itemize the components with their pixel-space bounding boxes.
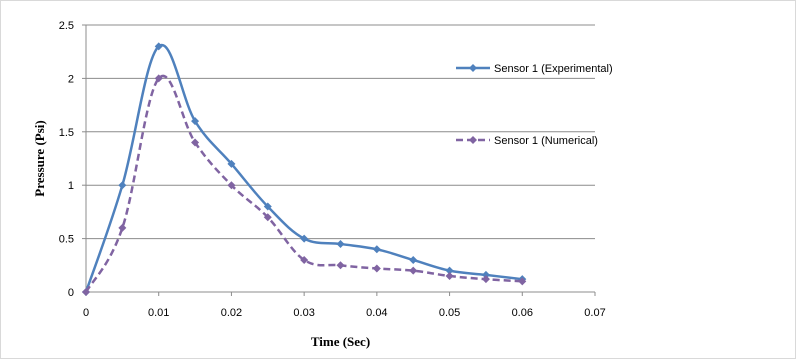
- data-point-marker: [263, 202, 272, 211]
- x-tick-label: 0.05: [439, 307, 460, 319]
- y-tick-label: 2: [68, 73, 74, 85]
- legend: Sensor 1 (Experimental) Sensor 1 (Numeric…: [456, 63, 613, 147]
- y-tick-label: 2.5: [59, 20, 74, 32]
- data-point-marker: [263, 213, 272, 222]
- series-layer: [82, 42, 527, 296]
- series-line: [84, 43, 523, 293]
- data-point-marker: [409, 266, 418, 275]
- data-point-marker: [300, 234, 309, 243]
- data-point-marker: [372, 245, 381, 254]
- data-point-marker: [445, 271, 454, 280]
- data-point-marker: [227, 159, 236, 168]
- x-tick-label: 0.03: [293, 307, 314, 319]
- gridlines: [86, 24, 595, 240]
- x-tick-label: 0.06: [512, 307, 533, 319]
- data-point-marker: [300, 255, 309, 264]
- data-point-marker: [191, 117, 200, 126]
- data-point-marker: [445, 266, 454, 275]
- data-point-marker: [336, 261, 345, 270]
- data-point-marker: [227, 181, 236, 190]
- data-point-marker: [372, 264, 381, 273]
- data-point-marker: [336, 239, 345, 248]
- series-2: [82, 74, 527, 296]
- data-point-marker: [409, 255, 418, 264]
- x-axis-title: Time (Sec): [311, 334, 370, 349]
- y-tick-labels: 0 0.5 1 1.5 2 2.5: [59, 20, 74, 299]
- x-tick-labels: 0 0.01 0.02 0.03 0.04 0.05 0.06 0.07: [83, 307, 606, 319]
- legend-label: Sensor 1 (Numerical): [494, 135, 598, 147]
- x-tick-label: 0.02: [221, 307, 242, 319]
- y-tick-label: 1.5: [59, 127, 74, 139]
- data-point-marker: [191, 138, 200, 147]
- data-point-marker: [118, 181, 127, 190]
- x-tick-label: 0: [83, 307, 89, 319]
- legend-marker: [469, 64, 477, 72]
- y-tick-label: 0.5: [59, 234, 74, 246]
- data-point-marker: [154, 74, 163, 83]
- x-tick-label: 0.04: [366, 307, 387, 319]
- y-tick-label: 0: [68, 287, 74, 299]
- data-point-marker: [518, 277, 527, 286]
- data-point-marker: [82, 288, 90, 296]
- legend-entry-1: Sensor 1 (Experimental): [456, 63, 613, 75]
- x-tick-label: 0.07: [584, 307, 605, 319]
- axes: [82, 24, 596, 296]
- data-point-marker: [118, 223, 127, 232]
- legend-label: Sensor 1 (Experimental): [494, 63, 613, 75]
- y-tick-label: 1: [68, 180, 74, 192]
- data-point-marker: [481, 270, 490, 279]
- series-line: [84, 74, 523, 293]
- legend-marker: [469, 136, 477, 144]
- data-point-marker: [154, 42, 163, 51]
- data-point-marker: [481, 275, 490, 284]
- legend-entry-2: Sensor 1 (Numerical): [456, 135, 598, 147]
- x-tick-label: 0.01: [148, 307, 169, 319]
- y-axis-title: Pressure (Psi): [32, 120, 47, 196]
